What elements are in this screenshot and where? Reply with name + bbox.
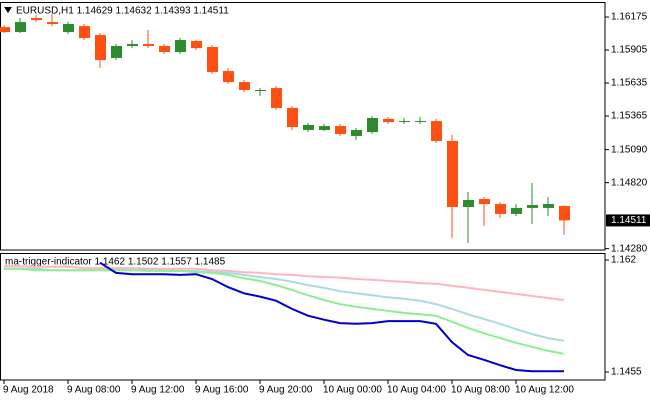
candle-body xyxy=(287,107,298,128)
candle-body xyxy=(559,205,570,221)
x-tick-label: 10 Aug 08:00 xyxy=(451,385,510,396)
candle-body xyxy=(495,204,506,214)
indicator-line xyxy=(99,261,564,373)
menu-arrow[interactable] xyxy=(4,7,12,13)
candle-body xyxy=(223,71,234,83)
candle-body xyxy=(255,90,266,92)
y-tick-label: 1.15635 xyxy=(611,78,648,89)
candle-body xyxy=(0,27,10,33)
candle-body xyxy=(335,126,346,135)
x-tick-label: 9 Aug 2018 xyxy=(3,385,54,396)
candle-body xyxy=(383,118,394,123)
candle-body xyxy=(319,126,330,130)
x-tick-label: 9 Aug 16:00 xyxy=(195,385,249,396)
y-tick-label: 1.14280 xyxy=(611,243,648,254)
x-tick-label: 9 Aug 08:00 xyxy=(67,385,121,396)
x-tick-label: 10 Aug 04:00 xyxy=(387,385,446,396)
last-price-box xyxy=(606,214,650,227)
last-price-label: 1.14511 xyxy=(611,215,647,226)
candle-body xyxy=(47,22,58,25)
candle-body xyxy=(415,121,426,123)
y-tick-label: 1.15905 xyxy=(611,45,648,56)
candle-body xyxy=(399,121,410,123)
candle-body xyxy=(143,44,154,47)
candle-body xyxy=(431,121,442,141)
indicator-frame xyxy=(0,253,606,381)
candle-body xyxy=(31,18,42,21)
candle-body xyxy=(111,46,122,58)
candle-body xyxy=(271,88,282,108)
candle-body xyxy=(175,40,186,52)
indicator-title: ma-trigger-indicator 1.1462 1.1502 1.155… xyxy=(5,257,226,268)
candle-body xyxy=(463,200,474,207)
candle-body xyxy=(127,44,138,47)
candle-body xyxy=(15,22,26,33)
candle-body xyxy=(511,207,522,214)
indicator-line xyxy=(4,267,565,355)
candle-body xyxy=(191,40,202,49)
candle-body xyxy=(79,26,90,39)
y-tick-label: 1.16175 xyxy=(611,12,648,23)
y-tick-label: 1.15090 xyxy=(611,144,648,155)
candle-body xyxy=(367,117,378,133)
candle-body xyxy=(527,205,538,208)
chart-title: EURUSD,H1 1.14629 1.14632 1.14393 1.1451… xyxy=(16,6,229,17)
candle-body xyxy=(159,46,170,52)
candle-body xyxy=(351,129,362,136)
x-tick-label: 10 Aug 12:00 xyxy=(515,385,574,396)
candle-body xyxy=(303,124,314,130)
candle-body xyxy=(543,204,554,208)
indicator-line xyxy=(4,265,565,301)
candle-body xyxy=(447,140,458,207)
candle-body xyxy=(479,199,490,205)
x-tick-label: 9 Aug 12:00 xyxy=(131,385,185,396)
x-tick-label: 9 Aug 20:00 xyxy=(259,385,313,396)
candle-body xyxy=(95,35,106,61)
candle-body xyxy=(63,24,74,33)
y-tick-label: 1.15365 xyxy=(611,111,648,122)
main-frame xyxy=(0,2,606,251)
candle-body xyxy=(239,82,250,91)
y-tick-label: 1.14820 xyxy=(611,177,648,188)
candle-body xyxy=(207,46,218,73)
y-tick-label: 1.162 xyxy=(611,255,636,266)
y-tick-label: 1.1455 xyxy=(611,367,642,378)
x-tick-label: 10 Aug 00:00 xyxy=(323,385,382,396)
